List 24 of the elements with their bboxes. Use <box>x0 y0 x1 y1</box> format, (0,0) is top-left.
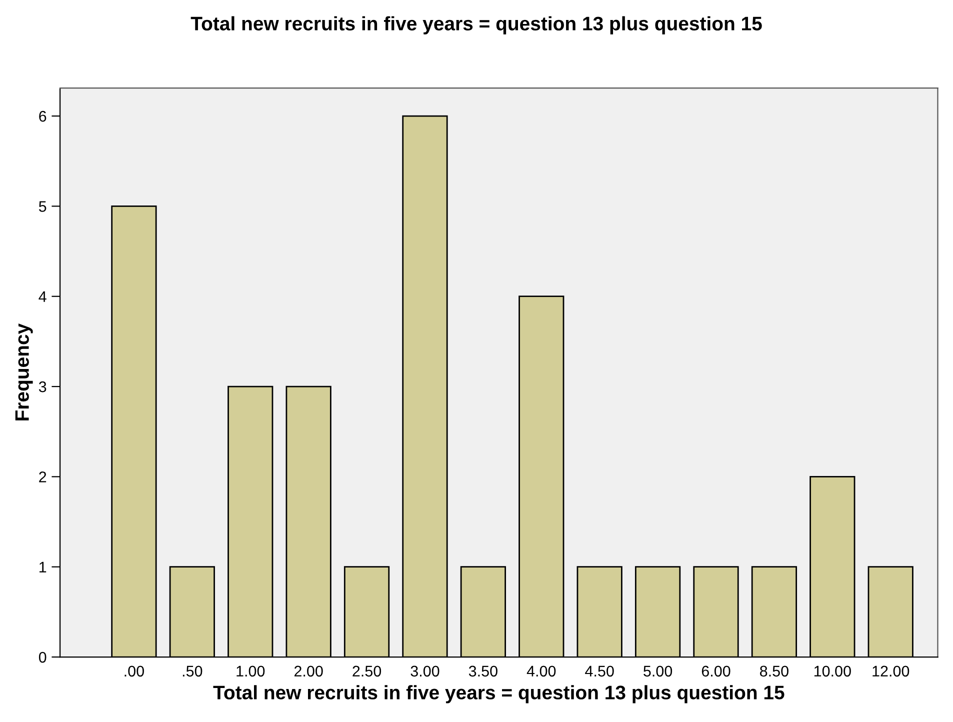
x-tick-label: 2.50 <box>352 666 382 677</box>
x-tick-label: 10.00 <box>814 666 851 677</box>
x-tick-label: .00 <box>124 666 144 677</box>
y-tick-label: 4 <box>38 291 46 302</box>
x-tick-label: 3.00 <box>410 666 440 677</box>
y-tick-label: 2 <box>39 472 46 482</box>
x-tick-label: 4.50 <box>585 666 614 677</box>
x-tick-label: 4.00 <box>526 666 556 677</box>
x-tick-label: 6.00 <box>702 666 730 677</box>
x-tick-label: 8.50 <box>760 666 788 677</box>
y-tick-label: 3 <box>38 381 46 392</box>
x-tick-label: 2.00 <box>294 666 323 677</box>
chart-title: Total new recruits in five years = question 13 plus question 15 <box>190 16 762 34</box>
x-tick-label: .50 <box>182 666 202 677</box>
y-tick-label: 1 <box>40 562 46 572</box>
y-tick-label: 0 <box>38 652 46 663</box>
y-axis-title: Frequency <box>15 323 33 420</box>
x-tick-label: 5.00 <box>644 666 672 677</box>
y-tick-label: 6 <box>39 110 46 122</box>
y-tick-label: 5 <box>38 201 46 212</box>
x-axis-title: Total new recruits in five years = question 13 plus question 15 <box>213 685 784 704</box>
x-tick-label: 12.00 <box>872 666 910 677</box>
x-tick-label: 1.00 <box>236 666 265 677</box>
x-tick-label: 3.50 <box>468 666 498 677</box>
